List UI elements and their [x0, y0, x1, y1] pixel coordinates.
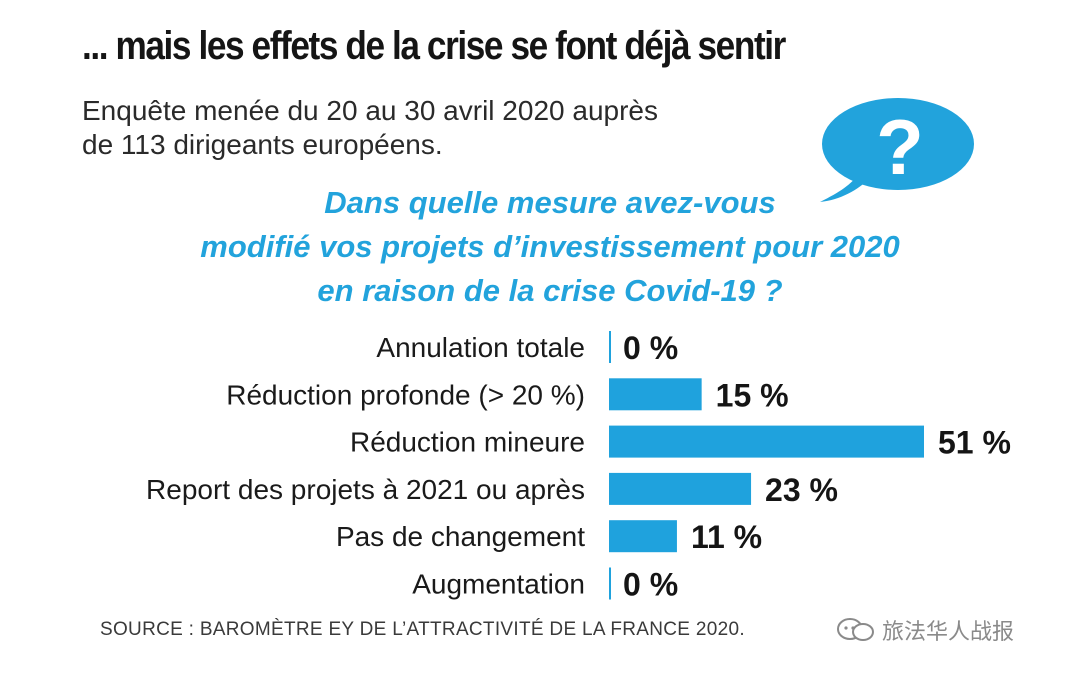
survey-description-line-2: de 113 dirigeants européens.: [82, 129, 443, 160]
category-label: Pas de changement: [336, 521, 585, 552]
source-note: SOURCE : BAROMÈTRE EY DE L’ATTRACTIVITÉ …: [100, 619, 745, 640]
value-label: 0 %: [623, 567, 678, 603]
category-label: Réduction mineure: [350, 427, 585, 458]
question-bubble-icon: ?: [820, 98, 974, 202]
question-mark-glyph: ?: [876, 103, 924, 191]
category-label: Augmentation: [412, 569, 585, 600]
category-label: Annulation totale: [376, 332, 585, 363]
value-label: 11 %: [691, 519, 762, 555]
bar: [609, 472, 752, 505]
zero-bar: [609, 331, 611, 363]
bar: [609, 425, 924, 458]
survey-description-line-1: Enquête menée du 20 au 30 avril 2020 aup…: [82, 95, 658, 126]
survey-question-line-1: Dans quelle mesure avez-vous: [324, 185, 776, 220]
chat-bubble-icon: [837, 618, 874, 641]
watermark: 旅法华人战报: [836, 614, 1014, 646]
value-label: 23 %: [765, 472, 838, 508]
chart-title: ... mais les effets de la crise se font …: [82, 24, 786, 68]
survey-question: Dans quelle mesure avez-vous modifié vos…: [110, 181, 990, 313]
zero-bar: [609, 567, 611, 600]
value-label: 0 %: [623, 330, 678, 366]
category-label: Report des projets à 2021 ou après: [146, 474, 585, 505]
survey-question-line-2: modifié vos projets d’investissement pou…: [200, 229, 900, 264]
watermark-text: 旅法华人战报: [882, 619, 1015, 644]
bar: [609, 378, 702, 411]
survey-question-line-3: en raison de la crise Covid-19 ?: [317, 273, 783, 308]
category-label: Réduction profonde (> 20 %): [226, 379, 585, 410]
survey-description: Enquête menée du 20 au 30 avril 2020 aup…: [82, 94, 742, 162]
value-label: 51 %: [938, 425, 1011, 461]
bar: [609, 520, 677, 553]
value-label: 15 %: [716, 377, 789, 413]
